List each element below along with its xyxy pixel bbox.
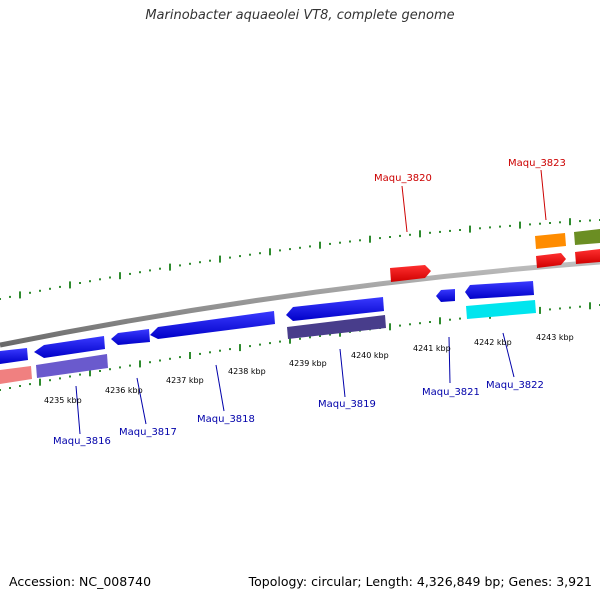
feature-darkslate (287, 315, 386, 339)
gene-label-maqu-3819[interactable]: Maqu_3819 (318, 399, 376, 410)
scale-label: 4241 kbp (413, 344, 451, 353)
scale-label: 4243 kbp (536, 333, 574, 342)
gene-label-maqu-3817[interactable]: Maqu_3817 (119, 427, 177, 438)
scale-label: 4238 kbp (228, 367, 266, 376)
gene-label-maqu-3820[interactable]: Maqu_3820 (374, 173, 432, 184)
feature-olive (574, 229, 600, 245)
gene-maqu-3818[interactable] (150, 311, 275, 339)
gene-maqu-3820[interactable] (390, 265, 431, 282)
scale-label: 4236 kbp (105, 386, 143, 395)
scale-labels: 4235 kbp 4236 kbp 4237 kbp 4238 kbp 4239… (44, 333, 574, 405)
genome-summary-text: Topology: circular; Length: 4,326,849 bp… (248, 574, 592, 589)
feature-orange (535, 233, 566, 249)
gene-maqu-3817[interactable] (111, 329, 150, 345)
gene-label-maqu-3821[interactable]: Maqu_3821 (422, 387, 480, 398)
scale-label: 4239 kbp (289, 359, 327, 368)
scale-label: 4240 kbp (351, 351, 389, 360)
accession-text: Accession: NC_008740 (9, 574, 152, 589)
gene-maqu-3821[interactable] (436, 289, 455, 302)
gene-label-maqu-3818[interactable]: Maqu_3818 (197, 414, 255, 425)
gene-maqu-3823[interactable] (536, 253, 566, 268)
genome-backbone (0, 259, 600, 348)
genome-title: Marinobacter aquaeolei VT8, complete gen… (145, 8, 455, 23)
gene-label-maqu-3823[interactable]: Maqu_3823 (508, 158, 566, 169)
top-ticks (0, 218, 600, 300)
gene-maqu-3816[interactable] (0, 348, 28, 364)
scale-label: 4242 kbp (474, 338, 512, 347)
feature-red-right (575, 249, 600, 264)
gene-label-maqu-3822[interactable]: Maqu_3822 (486, 380, 544, 391)
feature-cyan (466, 300, 536, 319)
gene-maqu-3816b[interactable] (34, 336, 105, 358)
feature-salmon (0, 366, 32, 384)
gene-maqu-3822[interactable] (465, 281, 534, 299)
scale-label: 4237 kbp (166, 376, 204, 385)
leader-lines (75, 169, 547, 435)
feature-slateblue-1 (36, 354, 108, 378)
gene-label-maqu-3816[interactable]: Maqu_3816 (53, 436, 111, 447)
gene-maqu-3819[interactable] (286, 297, 384, 321)
scale-label: 4235 kbp (44, 396, 82, 405)
